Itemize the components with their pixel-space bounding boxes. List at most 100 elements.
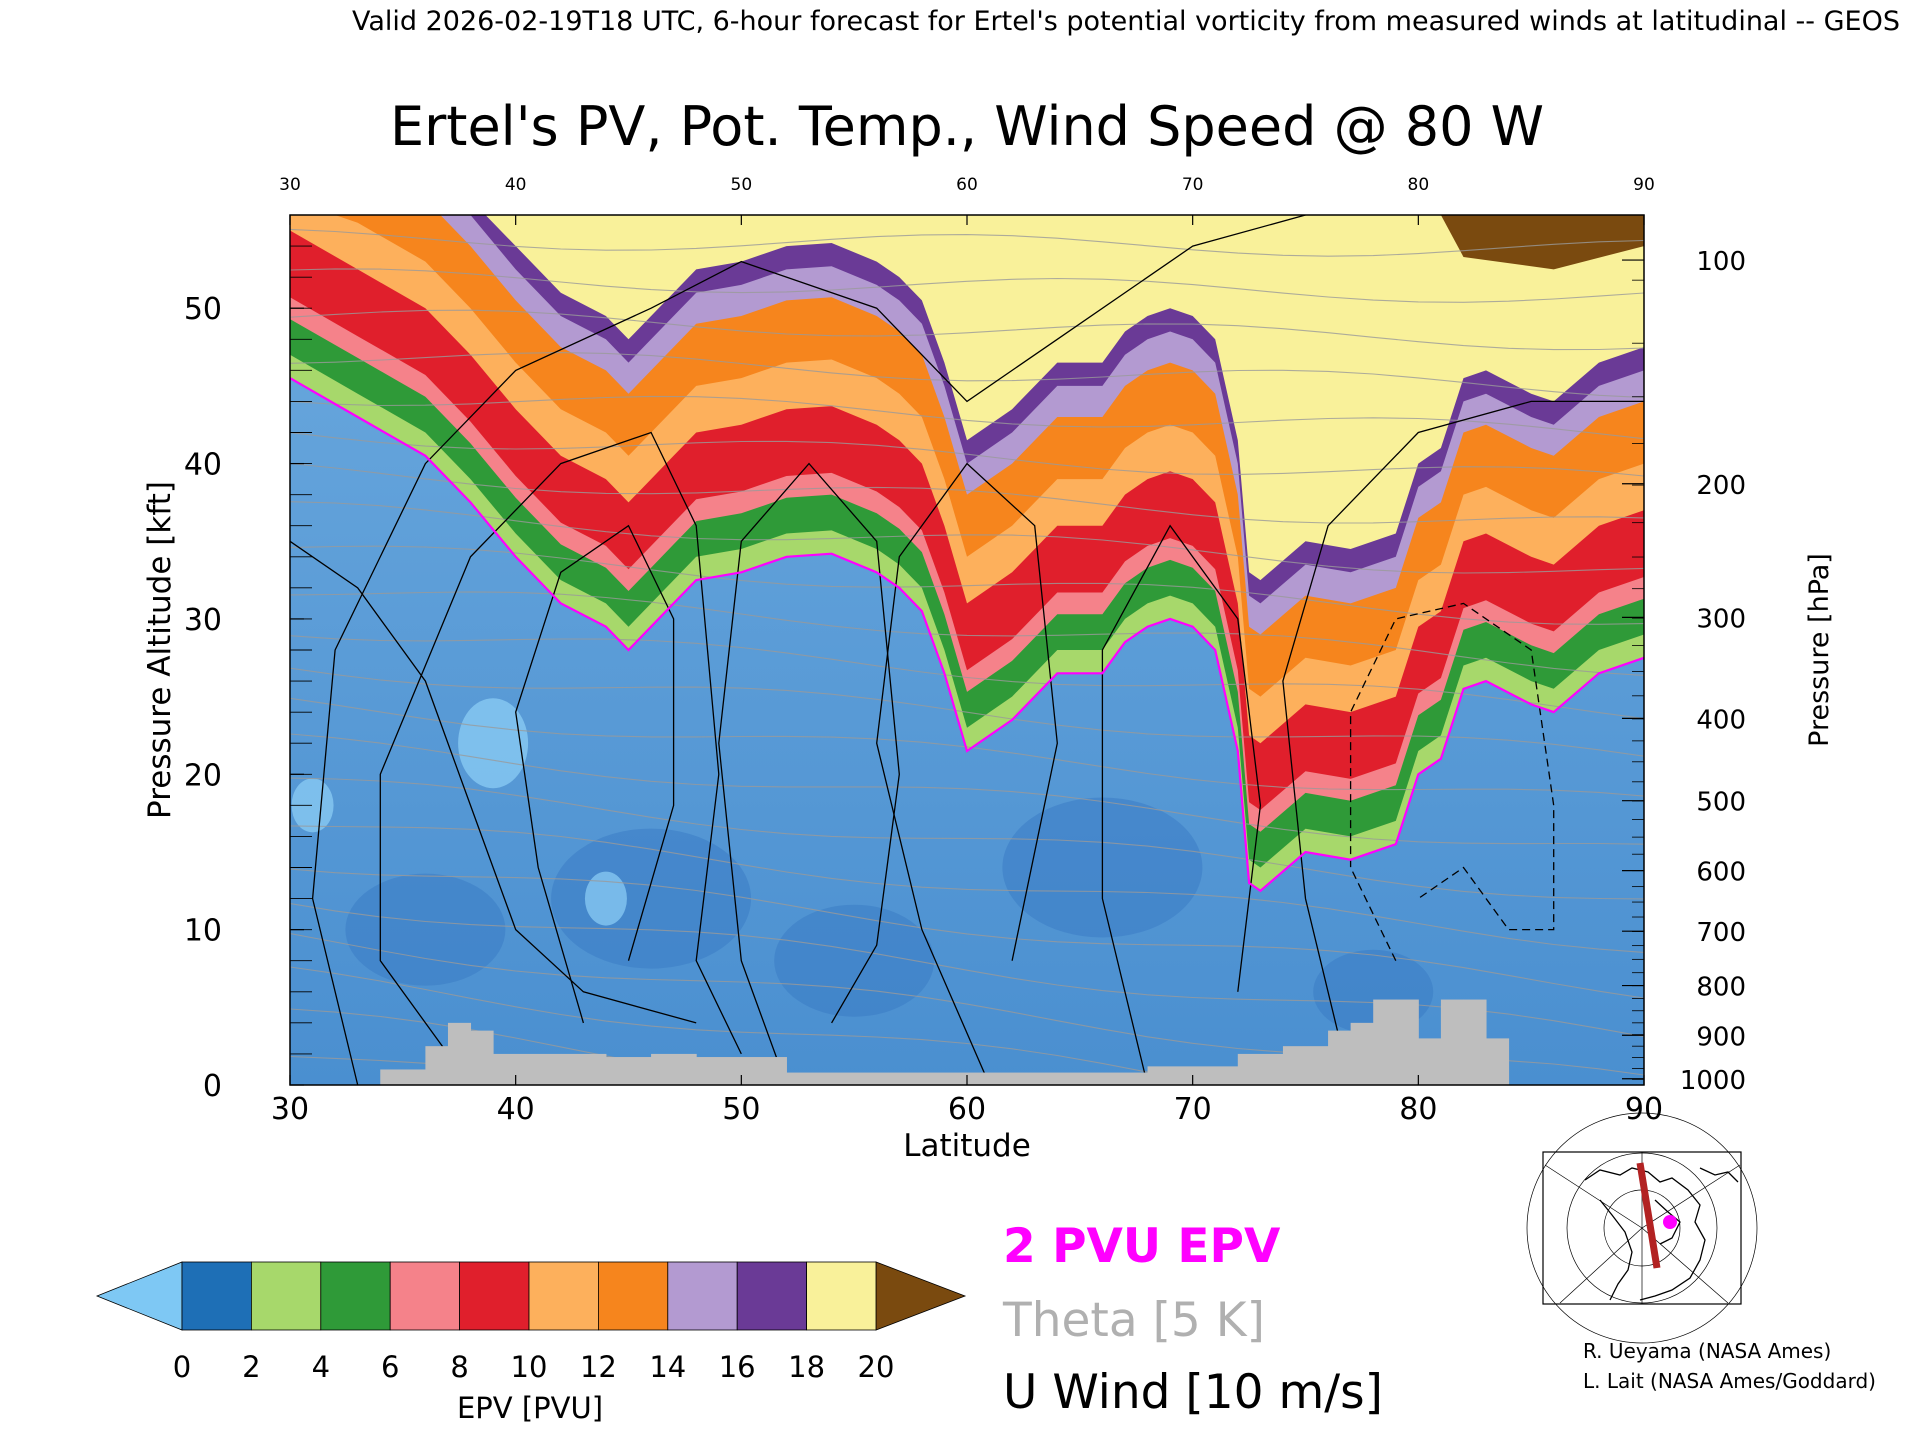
x-tick-label: 80 [1399, 1092, 1437, 1127]
theta-contour [290, 868, 1644, 999]
pv-light-patch [291, 778, 334, 833]
inset-map [1526, 1112, 1758, 1344]
u-wind-contour [876, 462, 1058, 1085]
theta-contour [290, 1008, 830, 1085]
terrain-block [380, 1069, 426, 1085]
theta-contour [290, 966, 1219, 1085]
pressure-tick-label: 600 [1696, 858, 1746, 888]
theta-contour [290, 545, 1644, 625]
legend-entry-uwind: U Wind [10 m/s] [1003, 1365, 1383, 1420]
pressure-tick-label: 400 [1696, 705, 1746, 735]
pv-bands [290, 215, 1644, 1034]
colorbar-tick-label: 14 [649, 1350, 686, 1384]
terrain-block [470, 1030, 494, 1085]
pressure-tick-label: 900 [1696, 1022, 1746, 1052]
x-top-tick-label: 80 [1408, 175, 1430, 195]
inset-map-section-line [1636, 1162, 1661, 1269]
x-tick-label: 30 [271, 1092, 309, 1127]
u-wind-contour [515, 524, 675, 1024]
terrain-block [1282, 1046, 1329, 1085]
colorbar-tick-label: 8 [450, 1350, 468, 1384]
tropopause-2pvu-line [290, 377, 1644, 893]
theta-contour [290, 228, 1644, 257]
header-text: Valid 2026-02-19T18 UTC, 6-hour forecast… [352, 6, 1900, 37]
colorbar-label: EPV [PVU] [457, 1391, 603, 1425]
x-axis-label: Latitude [903, 1128, 1031, 1164]
u-wind-contours [290, 215, 1644, 1085]
x-tick-label: 50 [722, 1092, 760, 1127]
y-tick-label: 40 [184, 448, 222, 483]
colorbar-swatch [389, 1261, 461, 1331]
pv-light-patch [584, 871, 627, 926]
theta-contour [290, 635, 1644, 720]
colorbar-tick-label: 0 [173, 1350, 191, 1384]
theta-contour [290, 268, 1644, 303]
x-top-tick-label: 60 [956, 175, 978, 195]
terrain-block [605, 1057, 652, 1085]
inset-map-coastlines [1584, 1167, 1739, 1301]
terrain-block [1237, 1053, 1284, 1085]
theta-contour [290, 591, 1644, 676]
colorbar-tick-label: 6 [381, 1350, 399, 1384]
credit-line-1: R. Ueyama (NASA Ames) [1583, 1339, 1831, 1363]
colorbar-tick-label: 4 [312, 1350, 330, 1384]
terrain-block [1440, 999, 1464, 1085]
pressure-tick-label: 100 [1696, 247, 1746, 277]
colorbar-swatch [528, 1261, 599, 1331]
y-tick-label: 30 [184, 603, 222, 638]
colorbar: 0 2 4 6 8 10 12 14 16 18 20 [95, 1261, 967, 1384]
theta-contour [290, 825, 1644, 953]
pressure-tick-label: 700 [1696, 918, 1746, 948]
theta-contour [290, 777, 1644, 900]
y-tick-label: 0 [203, 1069, 222, 1104]
pressure-tick-label: 800 [1696, 973, 1746, 1003]
theta-contour [290, 697, 1644, 797]
terrain-block [1486, 1038, 1510, 1085]
pressure-tick-label: 200 [1696, 471, 1746, 501]
theta-contour [290, 667, 1644, 757]
pv-low-patch [551, 828, 752, 969]
colorbar-swatch [598, 1261, 669, 1331]
inset-map-marker [1663, 1215, 1677, 1229]
colorbar-swatch [250, 1261, 322, 1331]
pv-low-patch [345, 873, 506, 986]
pv-low-patch [774, 904, 935, 1017]
u-wind-contour [379, 431, 742, 1085]
plot-area [289, 214, 1645, 1086]
x-top-tick-label: 40 [505, 175, 527, 195]
theta-contour [290, 352, 1644, 399]
x-top-tick-label: 50 [731, 175, 753, 195]
terrain-block [741, 1057, 787, 1085]
x-top-tick-label: 90 [1633, 175, 1655, 195]
theta-contour [290, 395, 1644, 440]
y-tick-label: 50 [184, 292, 222, 327]
theta-contour [290, 432, 1644, 477]
pressure-tick-label: 300 [1696, 604, 1746, 634]
y-tick-label: 10 [184, 914, 222, 949]
pressure-tick-label: 500 [1696, 788, 1746, 818]
y-tick-label: 20 [184, 758, 222, 793]
u-wind-contour [1282, 400, 1644, 1085]
colorbar-tick-label: 10 [511, 1350, 548, 1384]
colorbar-swatch [667, 1261, 738, 1331]
x-tick-label: 40 [497, 1092, 535, 1127]
u-wind-contour-negative [1349, 602, 1555, 961]
terrain-block [493, 1053, 562, 1085]
colorbar-over-arrow [875, 1261, 967, 1331]
credit-line-2: L. Lait (NASA Ames/Goddard) [1583, 1369, 1876, 1393]
colorbar-tick-label: 18 [788, 1350, 825, 1384]
theta-contour [290, 462, 1644, 524]
terrain-block [1350, 1022, 1374, 1085]
x-tick-label: 90 [1625, 1092, 1663, 1127]
u-wind-contour [1101, 524, 1262, 1085]
u-wind-contour [718, 462, 900, 1085]
legend-entry-theta: Theta [5 K] [1002, 1293, 1265, 1348]
colorbar-swatch [736, 1261, 808, 1331]
theta-contour [290, 733, 1644, 845]
pv-over-band [1440, 215, 1644, 270]
terrain-block [425, 1046, 449, 1085]
theta-contour [290, 309, 1644, 351]
theta-contour [290, 501, 1644, 574]
y-axis-label: Pressure Altitude [kft] [142, 481, 178, 819]
